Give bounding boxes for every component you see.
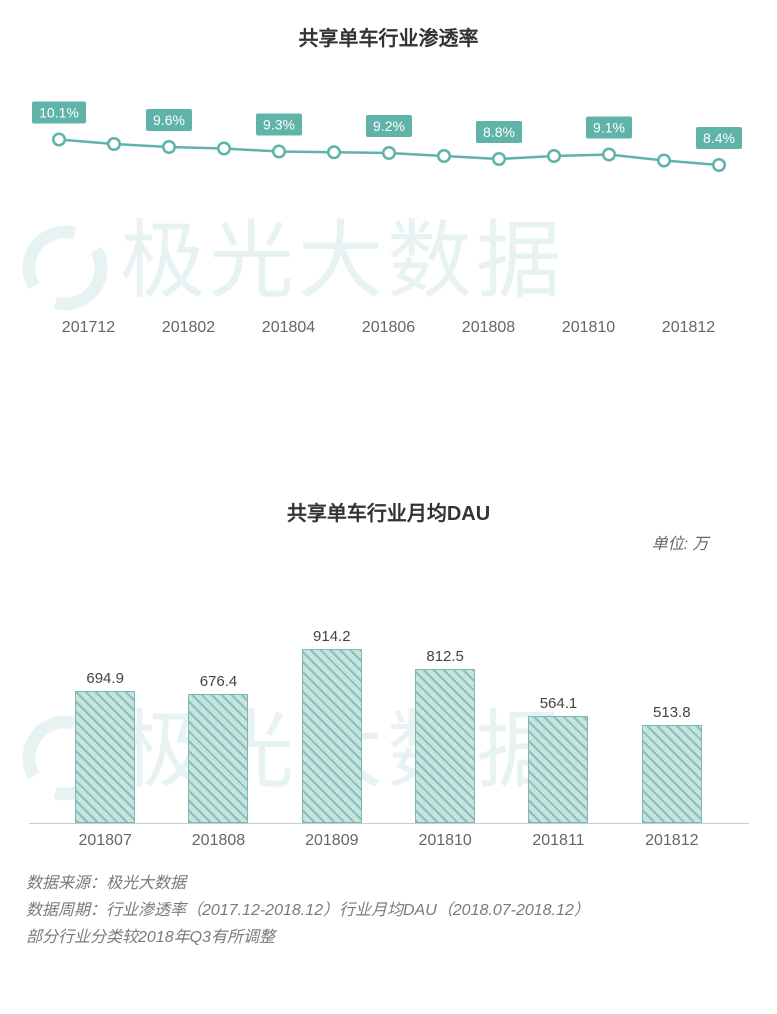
line-x-label: 201804 (239, 319, 339, 337)
line-point-marker-inner (439, 152, 448, 161)
bar-rect (642, 725, 702, 823)
line-x-label: 201802 (139, 319, 239, 337)
line-point-marker-inner (659, 156, 668, 165)
line-point-marker-inner (384, 149, 393, 158)
line-chart-svg: 10.1% 9.6% 9.3% 9.2% 8.8% 9.1% 8.4% (29, 91, 749, 311)
bar-x-label: 201807 (70, 832, 140, 850)
bar-x-label: 201812 (637, 832, 707, 850)
line-x-label: 201712 (39, 319, 139, 337)
bar-x-label: 201808 (183, 832, 253, 850)
bar-column: 694.9 (70, 670, 140, 823)
bar-column: 812.5 (410, 648, 480, 823)
line-point-marker-inner (219, 144, 228, 153)
footer-line-period: 数据周期：行业渗透率（2017.12-2018.12）行业月均DAU（2018.… (26, 897, 777, 924)
bar-value-label: 513.8 (653, 704, 691, 721)
bar-rect (302, 649, 362, 823)
bar-column: 914.2 (297, 628, 367, 823)
line-point-marker-inner (54, 135, 63, 144)
line-x-label: 201806 (339, 319, 439, 337)
footer-line-note: 部分行业分类较2018年Q3有所调整 (26, 924, 777, 951)
bar-column: 564.1 (523, 695, 593, 823)
bar-value-label: 564.1 (540, 695, 578, 712)
bar-value-label: 914.2 (313, 628, 351, 645)
bar-x-label: 201811 (523, 832, 593, 850)
line-x-label: 201812 (639, 319, 739, 337)
line-chart: 10.1% 9.6% 9.3% 9.2% 8.8% 9.1% 8.4% (29, 91, 749, 311)
line-point-marker-inner (714, 161, 723, 170)
bar-x-label: 201809 (297, 832, 367, 850)
bar-rect (75, 691, 135, 823)
bar-value-label: 676.4 (200, 673, 238, 690)
line-point-marker-inner (329, 148, 338, 157)
bar-value-label: 812.5 (426, 648, 464, 665)
line-point-marker-inner (274, 147, 283, 156)
data-source-footer: 数据来源：极光大数据 数据周期：行业渗透率（2017.12-2018.12）行业… (26, 870, 777, 952)
bar-chart-title: 共享单车行业月均DAU (0, 497, 777, 526)
line-x-label: 201810 (539, 319, 639, 337)
bar-rect (528, 716, 588, 823)
line-value-label: 9.6% (153, 112, 185, 128)
bar-value-label: 694.9 (86, 670, 124, 687)
bar-rect (188, 694, 248, 823)
bar-chart-unit: 单位: 万 (29, 530, 749, 554)
bar-x-label: 201810 (410, 832, 480, 850)
footer-line-source: 数据来源：极光大数据 (26, 870, 777, 897)
line-value-label: 9.2% (373, 118, 405, 134)
bar-rect (415, 669, 475, 823)
line-value-label: 9.3% (263, 117, 295, 133)
line-point-marker-inner (549, 152, 558, 161)
bar-chart: 694.9 676.4 914.2 812.5 564.1 513.8 (29, 604, 749, 824)
bar-column: 676.4 (183, 673, 253, 823)
line-point-marker-inner (109, 140, 118, 149)
line-value-label: 10.1% (39, 105, 79, 121)
line-point-marker-inner (494, 155, 503, 164)
line-chart-title: 共享单车行业渗透率 (0, 22, 777, 51)
line-value-label: 9.1% (593, 120, 625, 136)
line-chart-x-axis: 2017122018022018042018062018082018102018… (29, 319, 749, 337)
line-point-marker-inner (164, 143, 173, 152)
bar-column: 513.8 (637, 704, 707, 823)
bar-chart-x-axis: 201807 201808 201809 201810 201811 201812 (29, 832, 749, 850)
line-x-label: 201808 (439, 319, 539, 337)
line-point-marker-inner (604, 150, 613, 159)
line-value-label: 8.8% (483, 124, 515, 140)
line-value-label: 8.4% (703, 130, 735, 146)
